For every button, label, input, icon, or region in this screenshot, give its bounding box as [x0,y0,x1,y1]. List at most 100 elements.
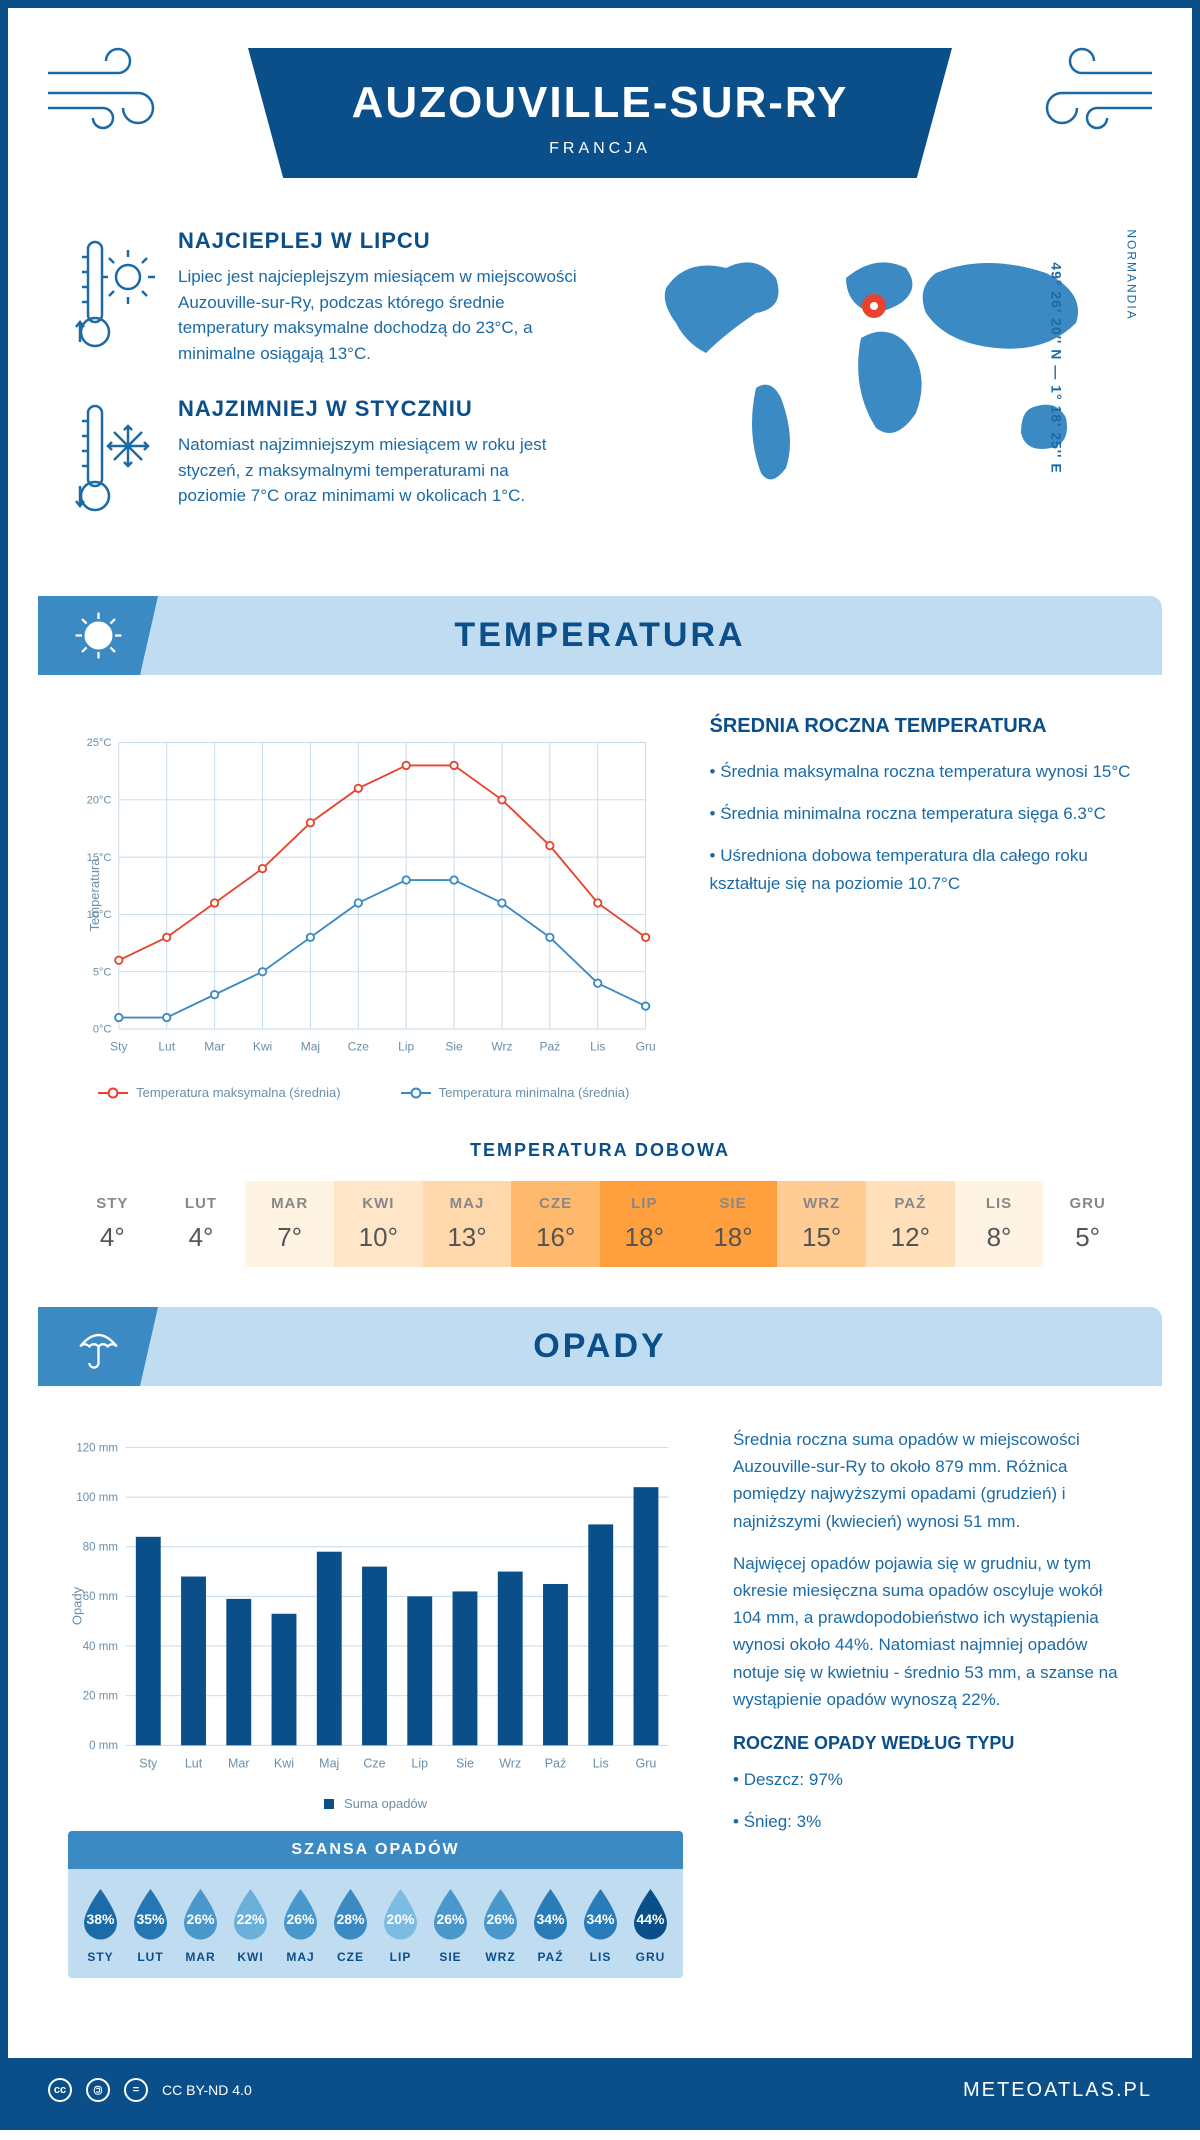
daily-temp-cell: STY4° [68,1181,157,1267]
temperature-heading: TEMPERATURA [38,616,1162,655]
daily-temp-cell: LUT4° [157,1181,246,1267]
rain-chance-cell: 26% WRZ [478,1887,523,1964]
svg-text:Cze: Cze [363,1756,385,1770]
daily-temp-cell: GRU5° [1043,1181,1132,1267]
daily-temp-cell: KWI10° [334,1181,423,1267]
precipitation-bar-chart: Opady 0 mm 20 mm 40 mm 60 mm 80 mm 100 mm 120 … [68,1426,683,1786]
daily-temp-cell: MAR7° [245,1181,334,1267]
daily-temp-cell: CZE16° [511,1181,600,1267]
daily-temp-cell: MAJ13° [423,1181,512,1267]
rain-chance-panel: SZANSA OPADÓW 38% STY 35% LUT 26% MAR 22… [68,1831,683,1978]
thermometer-hot-icon [68,228,158,366]
precip-text-p2: Najwięcej opadów pojawia się w grudniu, … [733,1550,1132,1713]
svg-text:Sie: Sie [445,1039,463,1053]
rain-chance-title: SZANSA OPADÓW [68,1831,683,1869]
by-icon: 🄯 [86,2078,110,2102]
svg-text:60 mm: 60 mm [83,1591,118,1603]
umbrella-icon [71,1319,126,1374]
wind-icon-right [1022,38,1162,138]
svg-text:Lut: Lut [185,1756,203,1770]
legend-max-label: Temperatura maksymalna (średnia) [136,1085,340,1100]
thermometer-cold-icon [68,396,158,526]
daily-temp-cell: LIP18° [600,1181,689,1267]
footer: cc 🄯 = CC BY-ND 4.0 METEOATLAS.PL [8,2058,1192,2122]
country-label: FRANCJA [268,140,932,158]
rain-chance-cell: 22% KWI [228,1887,273,1964]
svg-text:40 mm: 40 mm [83,1641,118,1653]
svg-text:Cze: Cze [348,1039,370,1053]
precip-text-p1: Średnia roczna suma opadów w miejscowośc… [733,1426,1132,1535]
svg-text:Lis: Lis [593,1756,609,1770]
svg-text:5°C: 5°C [93,966,112,978]
svg-text:0 mm: 0 mm [89,1740,118,1752]
svg-text:Maj: Maj [319,1756,339,1770]
cc-icon: cc [48,2078,72,2102]
precipitation-section-header: OPADY [38,1307,1162,1386]
svg-text:20°C: 20°C [87,795,112,807]
rain-chance-cell: 34% LIS [578,1887,623,1964]
daily-temp-title: TEMPERATURA DOBOWA [68,1140,1132,1161]
svg-text:Sty: Sty [139,1756,158,1770]
svg-text:Mar: Mar [228,1756,250,1770]
svg-text:0°C: 0°C [93,1024,112,1036]
rain-chance-cell: 20% LIP [378,1887,423,1964]
daily-temp-cell: PAŹ12° [866,1181,955,1267]
svg-text:120 mm: 120 mm [76,1442,118,1454]
svg-text:Kwi: Kwi [274,1756,294,1770]
info-row: NAJCIEPLEJ W LIPCU Lipiec jest najcieple… [8,208,1192,596]
daily-temp-cell: SIE18° [689,1181,778,1267]
precipitation-heading: OPADY [38,1327,1162,1366]
svg-text:Wrz: Wrz [499,1756,521,1770]
license-label: CC BY-ND 4.0 [162,2082,252,2098]
temp-summary-b2: Średnia minimalna roczna temperatura się… [710,800,1133,827]
site-label: METEOATLAS.PL [963,2079,1152,2102]
header: AUZOUVILLE-SUR-RY FRANCJA [8,8,1192,208]
svg-text:Lis: Lis [590,1039,605,1053]
warmest-title: NAJCIEPLEJ W LIPCU [178,228,580,254]
temp-y-axis-label: Temperatura [87,859,102,932]
svg-text:Sty: Sty [110,1039,127,1053]
daily-temp-cell: LIS8° [955,1181,1044,1267]
svg-text:80 mm: 80 mm [83,1542,118,1554]
svg-text:Lip: Lip [411,1756,428,1770]
location-marker [866,298,882,314]
svg-text:Lut: Lut [158,1039,175,1053]
rain-chance-cell: 28% CZE [328,1887,373,1964]
temperature-chart-row: Temperatura 0°C5°C10°C15°C20°C25°CStyLut… [8,675,1192,1140]
rain-chance-cell: 34% PAŹ [528,1887,573,1964]
rain-chance-cell: 26% MAJ [278,1887,323,1964]
svg-text:Paź: Paź [540,1039,561,1053]
warmest-text: Lipiec jest najcieplejszym miesiącem w m… [178,264,580,366]
svg-text:100 mm: 100 mm [76,1492,118,1504]
svg-text:Lip: Lip [398,1039,414,1053]
coldest-title: NAJZIMNIEJ W STYCZNIU [178,396,580,422]
svg-text:Paź: Paź [545,1756,567,1770]
coldest-text: Natomiast najzimniejszym miesiącem w rok… [178,432,580,509]
rain-chance-cell: 44% GRU [628,1887,673,1964]
precip-legend-label: Suma opadów [344,1796,427,1811]
svg-text:Mar: Mar [204,1039,225,1053]
coldest-month-block: NAJZIMNIEJ W STYCZNIU Natomiast najzimni… [68,396,580,526]
rain-type-b1: Deszcz: 97% [733,1766,1132,1793]
location-title: AUZOUVILLE-SUR-RY [268,78,932,128]
wind-icon-left [38,38,178,138]
svg-text:20 mm: 20 mm [83,1691,118,1703]
temp-summary-title: ŚREDNIA ROCZNA TEMPERATURA [710,715,1133,738]
temperature-legend: Temperatura maksymalna (średnia) Tempera… [68,1085,660,1100]
legend-min-label: Temperatura minimalna (średnia) [439,1085,630,1100]
temp-summary-b3: Uśredniona dobowa temperatura dla całego… [710,842,1133,896]
daily-temp-cell: WRZ15° [777,1181,866,1267]
svg-text:Maj: Maj [301,1039,320,1053]
svg-text:Gru: Gru [636,1756,657,1770]
sun-icon [71,608,126,663]
precipitation-chart-row: Opady 0 mm 20 mm 40 mm 60 mm 80 mm 100 mm 120 … [8,1386,1192,2058]
title-banner: AUZOUVILLE-SUR-RY FRANCJA [248,48,952,178]
svg-text:Wrz: Wrz [491,1039,512,1053]
rain-type-b2: Śnieg: 3% [733,1808,1132,1835]
daily-temperature-table: TEMPERATURA DOBOWA STY4° LUT4° MAR7° KWI… [8,1140,1192,1307]
precip-y-axis-label: Opady [70,1587,85,1625]
rain-chance-cell: 26% MAR [178,1887,223,1964]
region-label: NORMANDIA [1124,229,1138,320]
world-map: NORMANDIA 49° 26' 20'' N — 1° 18' 25'' E [620,228,1132,508]
warmest-month-block: NAJCIEPLEJ W LIPCU Lipiec jest najcieple… [68,228,580,366]
